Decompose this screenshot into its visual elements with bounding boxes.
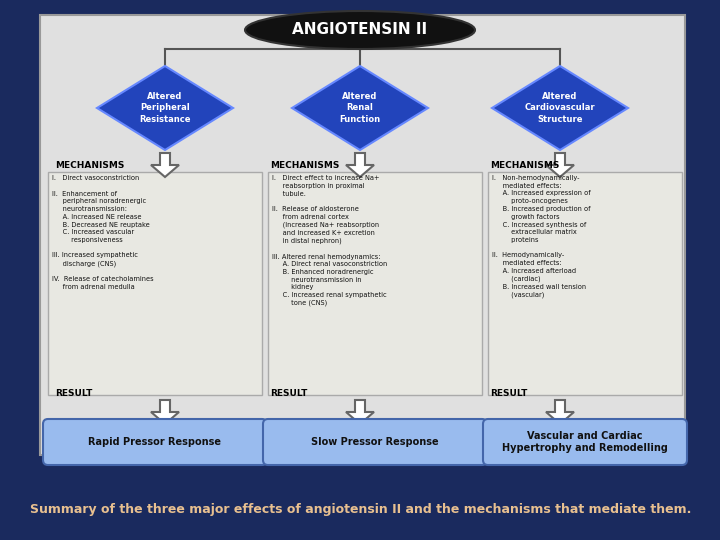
Polygon shape [546,70,574,94]
FancyBboxPatch shape [488,172,682,395]
Text: RESULT: RESULT [55,389,92,398]
Text: I.   Direct vasoconstriction

II.  Enhancement of
     peripheral noradrenergic
: I. Direct vasoconstriction II. Enhanceme… [52,175,153,290]
Polygon shape [346,400,374,424]
Text: Summary of the three major effects of angiotensin II and the mechanisms that med: Summary of the three major effects of an… [30,503,691,516]
Polygon shape [346,153,374,177]
FancyBboxPatch shape [483,419,687,465]
FancyBboxPatch shape [43,419,267,465]
Text: Altered
Peripheral
Resistance: Altered Peripheral Resistance [139,92,191,124]
Text: MECHANISMS: MECHANISMS [490,161,559,170]
Text: Altered
Cardiovascular
Structure: Altered Cardiovascular Structure [525,92,595,124]
Text: MECHANISMS: MECHANISMS [270,161,339,170]
Text: Altered
Renal
Function: Altered Renal Function [339,92,381,124]
Polygon shape [151,70,179,94]
Polygon shape [151,400,179,424]
Text: RESULT: RESULT [270,389,307,398]
FancyBboxPatch shape [263,419,487,465]
Polygon shape [546,400,574,424]
Polygon shape [546,153,574,177]
Polygon shape [292,66,428,150]
Text: Slow Pressor Response: Slow Pressor Response [311,437,438,447]
FancyBboxPatch shape [268,172,482,395]
Text: I.   Non-hemodynamically-
     mediated effects:
     A. Increased expression of: I. Non-hemodynamically- mediated effects… [492,175,590,298]
Polygon shape [97,66,233,150]
Polygon shape [151,153,179,177]
Text: RESULT: RESULT [490,389,527,398]
Text: Rapid Pressor Response: Rapid Pressor Response [89,437,222,447]
FancyBboxPatch shape [40,15,685,455]
FancyBboxPatch shape [48,172,262,395]
Text: Vascular and Cardiac
Hypertrophy and Remodelling: Vascular and Cardiac Hypertrophy and Rem… [502,431,668,453]
Polygon shape [492,66,628,150]
Text: I.   Direct effect to increase Na+
     reabsorption in proximal
     tubule.

I: I. Direct effect to increase Na+ reabsor… [272,175,387,307]
Text: MECHANISMS: MECHANISMS [55,161,125,170]
Ellipse shape [245,11,475,49]
Text: ANGIOTENSIN II: ANGIOTENSIN II [292,23,428,37]
Polygon shape [346,70,374,94]
